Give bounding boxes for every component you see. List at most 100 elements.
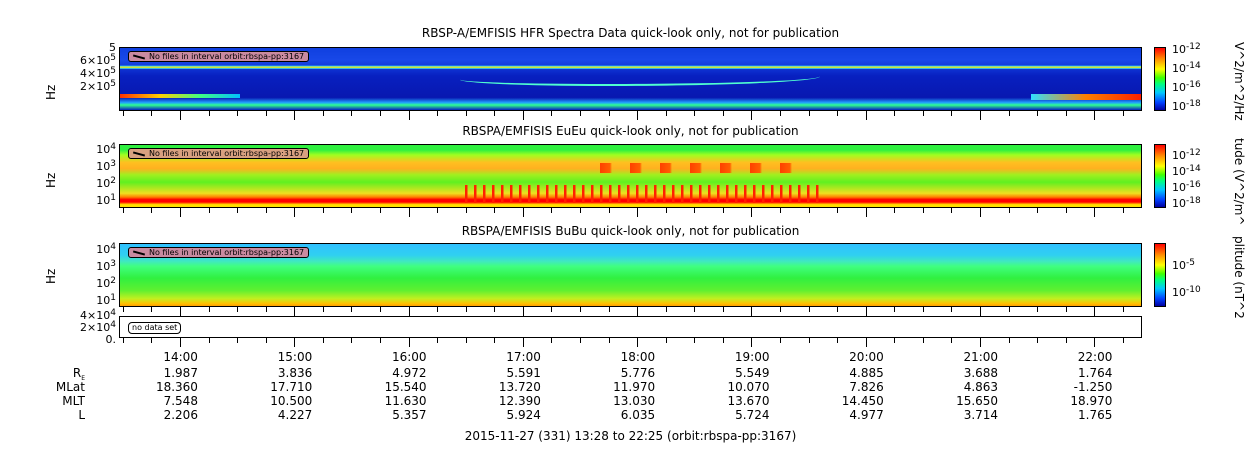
x-minor-tick — [780, 307, 782, 312]
ephem-value: 1.764 — [1078, 366, 1113, 380]
x-major-tick — [1094, 208, 1096, 217]
x-minor-tick — [951, 208, 953, 213]
x-minor-tick — [151, 307, 153, 312]
x-minor-tick — [437, 208, 439, 213]
panel4-plot: no data set — [119, 316, 1142, 338]
panel1-note: No files in interval orbit:rbspa-pp:3167 — [128, 51, 310, 62]
x-major-tick — [294, 338, 296, 347]
x-minor-tick — [379, 307, 381, 312]
panel2-note: No files in interval orbit:rbspa-pp:3167 — [128, 148, 310, 159]
ephem-value: 5.776 — [620, 366, 656, 380]
x-minor-tick — [122, 307, 124, 312]
ephem-value: 15.540 — [384, 380, 427, 394]
x-minor-tick — [1065, 307, 1067, 312]
panel3-ylabel: Hz — [44, 268, 58, 284]
x-minor-tick — [465, 307, 467, 312]
x-minor-tick — [665, 111, 667, 116]
x-minor-tick — [694, 111, 696, 116]
x-minor-tick — [608, 111, 610, 116]
ephem-value: 3.688 — [963, 366, 999, 380]
x-minor-tick — [151, 111, 153, 116]
time-tick-label: 15:00 — [277, 350, 313, 364]
ephem-value: 11.630 — [384, 394, 427, 408]
x-minor-tick — [894, 208, 896, 213]
x-major-tick — [1094, 307, 1096, 316]
x-minor-tick — [465, 111, 467, 116]
ephem-value: 6.035 — [620, 408, 656, 422]
ephem-value: 18.360 — [155, 380, 198, 394]
x-minor-tick — [322, 338, 324, 343]
x-major-tick — [980, 208, 982, 217]
panel1-ytick: 5 — [109, 41, 116, 54]
time-tick-label: 17:00 — [506, 350, 541, 364]
panel3-ytick: 101 — [96, 293, 116, 307]
x-minor-tick — [694, 307, 696, 312]
x-major-tick — [522, 307, 524, 316]
ephem-value: 4.972 — [392, 366, 427, 380]
panel4-note: no data set — [128, 322, 182, 334]
panel1-ylabel: Hz — [44, 84, 58, 100]
ephem-value: 14.450 — [841, 394, 884, 408]
x-minor-tick — [494, 338, 496, 343]
x-major-tick — [294, 111, 296, 120]
panel1-cbar-label: V^2/m^2/Hz — [1232, 42, 1246, 121]
x-minor-tick — [494, 111, 496, 116]
ephem-value: 4.863 — [963, 380, 999, 394]
x-major-tick — [637, 338, 639, 347]
x-minor-tick — [351, 307, 353, 312]
ephem-value: 7.826 — [849, 380, 884, 394]
ephem-row-label: MLat — [55, 380, 85, 394]
panel1-ytick: 4×105 — [80, 66, 116, 80]
time-tick-label: 14:00 — [163, 350, 198, 364]
x-minor-tick — [694, 208, 696, 213]
ephem-row-label: L — [78, 408, 85, 422]
x-major-tick — [522, 338, 524, 347]
pen-icon — [132, 250, 146, 256]
panel1-ytick: 2×105 — [80, 79, 116, 93]
x-minor-tick — [722, 208, 724, 213]
panel2-ytick: 104 — [96, 142, 116, 156]
panel1-cbar-tick: 10-18 — [1172, 99, 1201, 113]
ephem-value: 3.714 — [963, 408, 999, 422]
ephem-value: 5.924 — [506, 408, 541, 422]
re-subscript: E — [81, 375, 85, 382]
panel1-cbar-tick: 10-12 — [1172, 42, 1201, 56]
x-major-tick — [751, 208, 753, 217]
panel4-ytick: 2×104 — [80, 320, 116, 334]
ephem-value: 12.390 — [498, 394, 541, 408]
x-minor-tick — [837, 111, 839, 116]
ephem-row-label: MLT — [62, 394, 85, 408]
x-minor-tick — [1122, 111, 1124, 116]
x-minor-tick — [922, 111, 924, 116]
x-minor-tick — [608, 208, 610, 213]
panel1-colorbar — [1154, 47, 1166, 111]
x-minor-tick — [837, 307, 839, 312]
ephem-value: 18.970 — [1070, 394, 1113, 408]
ephem-value: 10.500 — [270, 394, 313, 408]
panel2-cbar-tick: 10-18 — [1172, 196, 1201, 210]
panel3-cbar-tick: 10-5 — [1172, 258, 1195, 272]
x-minor-tick — [580, 338, 582, 343]
x-minor-tick — [780, 208, 782, 213]
x-minor-tick — [894, 338, 896, 343]
pen-icon — [132, 151, 146, 157]
ephem-value: 1.987 — [163, 366, 198, 380]
panel1-cbar-tick: 10-14 — [1172, 61, 1201, 75]
x-minor-tick — [1037, 307, 1039, 312]
ephem-value: -1.250 — [1073, 380, 1113, 394]
x-minor-tick — [608, 338, 610, 343]
time-tick-label: 19:00 — [734, 350, 770, 364]
ephem-row-label: RE — [72, 366, 85, 382]
x-minor-tick — [780, 338, 782, 343]
x-major-tick — [408, 307, 410, 316]
x-minor-tick — [808, 307, 810, 312]
x-minor-tick — [665, 307, 667, 312]
ephem-value: 11.970 — [613, 380, 656, 394]
panel1-ytick: 6×105 — [80, 53, 116, 67]
x-minor-tick — [208, 307, 210, 312]
ephem-value: 10.070 — [727, 380, 770, 394]
x-minor-tick — [665, 208, 667, 213]
panel3-cbar-label: plitude (nT^2 — [1232, 236, 1246, 319]
x-minor-tick — [551, 338, 553, 343]
